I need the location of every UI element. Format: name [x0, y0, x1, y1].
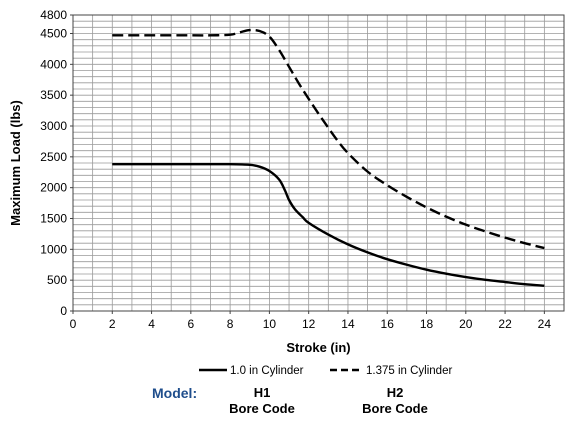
x-tick-label: 16	[381, 317, 395, 331]
x-tick-label: 2	[109, 317, 116, 331]
model-footer: Model: H1 Bore Code H2 Bore Code	[0, 385, 572, 421]
x-tick-label: 14	[341, 317, 355, 331]
legend: 1.0 in Cylinder 1.375 in Cylinder	[199, 365, 452, 377]
y-tick-label: 500	[47, 273, 67, 287]
legend-label-1: 1.0 in Cylinder	[230, 365, 304, 377]
y-tick-label: 4800	[40, 8, 67, 22]
y-tick-label: 3500	[40, 88, 67, 102]
series-lines	[112, 28, 545, 287]
bore-code-h1: H1 Bore Code	[222, 385, 302, 417]
x-tick-label: 12	[302, 317, 316, 331]
y-tick-label: 3000	[40, 119, 67, 133]
x-tick-label: 8	[227, 317, 234, 331]
x-tick-label: 20	[459, 317, 473, 331]
model-label: Model:	[152, 385, 198, 401]
plot-frame	[72, 14, 565, 312]
bore-code-value: H1	[253, 385, 271, 400]
y-tick-label: 1000	[40, 242, 67, 256]
series-line-1	[112, 162, 545, 287]
bore-code-value: H2	[386, 385, 404, 400]
x-tick-label: 0	[70, 317, 77, 331]
x-tick-label: 24	[538, 317, 552, 331]
y-tick-label: 2000	[40, 181, 67, 195]
y-tick-label: 0	[60, 304, 67, 318]
bore-code-caption: Bore Code	[362, 401, 428, 416]
legend-label-2: 1.375 in Cylinder	[366, 365, 452, 377]
bore-code-h2: H2 Bore Code	[355, 385, 435, 417]
x-tick-label: 4	[148, 317, 155, 331]
y-tick-label: 1500	[40, 212, 67, 226]
x-tick-label: 6	[187, 317, 194, 331]
y-tick-label: 2500	[40, 150, 67, 164]
bore-code-caption: Bore Code	[229, 401, 295, 416]
plot-border	[72, 14, 565, 312]
x-axis-title: Stroke (in)	[286, 340, 350, 355]
y-tick-label: 4000	[40, 57, 67, 71]
x-tick-label: 18	[420, 317, 434, 331]
y-axis-title: Maximum Load (lbs)	[8, 100, 23, 226]
series-line-2	[112, 28, 545, 250]
x-axis-ticks: 0 2 4 6 8 10 12 14 16 18 20 22 24	[70, 311, 552, 331]
y-tick-label: 4500	[40, 27, 67, 41]
y-axis-ticks: 0 500 1000 1500 2000 2500 3000 3500 4000 4500 4800	[40, 8, 73, 318]
x-tick-label: 22	[498, 317, 512, 331]
grid-lines	[73, 15, 564, 311]
load-stroke-chart: 0500100015002000250030003500400045004800…	[8, 8, 565, 377]
x-tick-label: 10	[263, 317, 277, 331]
